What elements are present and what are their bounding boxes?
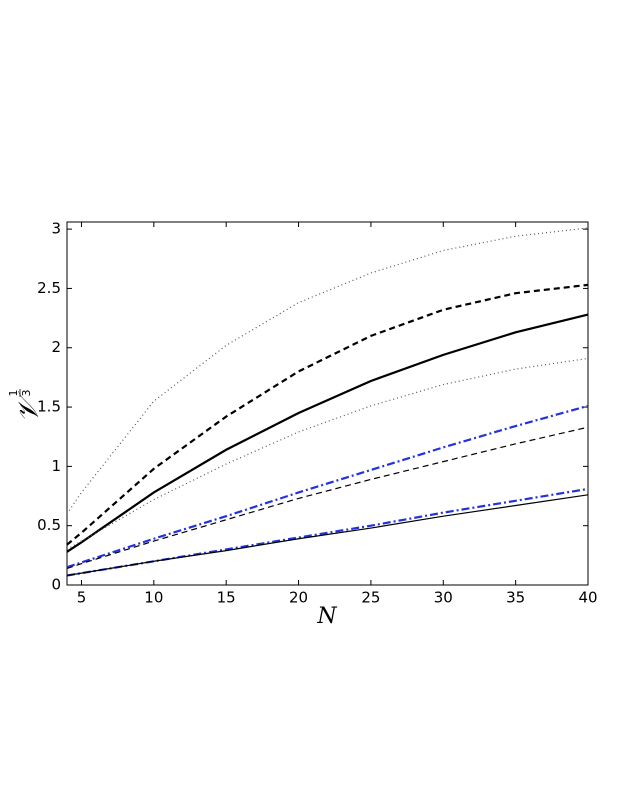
y-tick-label: 0.5 [37, 516, 61, 534]
x-axis-label: N [316, 604, 337, 629]
x-tick-label: 40 [578, 589, 597, 607]
y-axis-exponent-numerator: 1 [7, 390, 20, 397]
y-axis-exponent-denominator: 3 [20, 390, 33, 397]
x-tick-label: 35 [506, 589, 525, 607]
x-tick-label: 15 [217, 589, 236, 607]
y-tick-label: 0 [51, 576, 61, 594]
x-tick-label: 25 [361, 589, 380, 607]
series-line [66, 313, 589, 553]
y-tick-label: 1 [51, 457, 61, 475]
x-tick-label: 20 [289, 589, 308, 607]
plot-frame [66, 221, 589, 586]
series-line [66, 357, 589, 550]
y-tick-label: 1.5 [37, 398, 61, 416]
series-line [66, 494, 589, 577]
series-line [66, 426, 589, 569]
y-tick-label: 2.5 [37, 279, 61, 297]
y-tick-label: 3 [51, 220, 61, 238]
x-tick-label: 5 [77, 589, 87, 607]
series-line [66, 283, 589, 546]
series-line [66, 227, 589, 515]
y-tick-label: 2 [51, 338, 61, 356]
x-tick-label: 30 [434, 589, 453, 607]
series-line [66, 404, 589, 569]
x-tick-label: 10 [144, 589, 163, 607]
